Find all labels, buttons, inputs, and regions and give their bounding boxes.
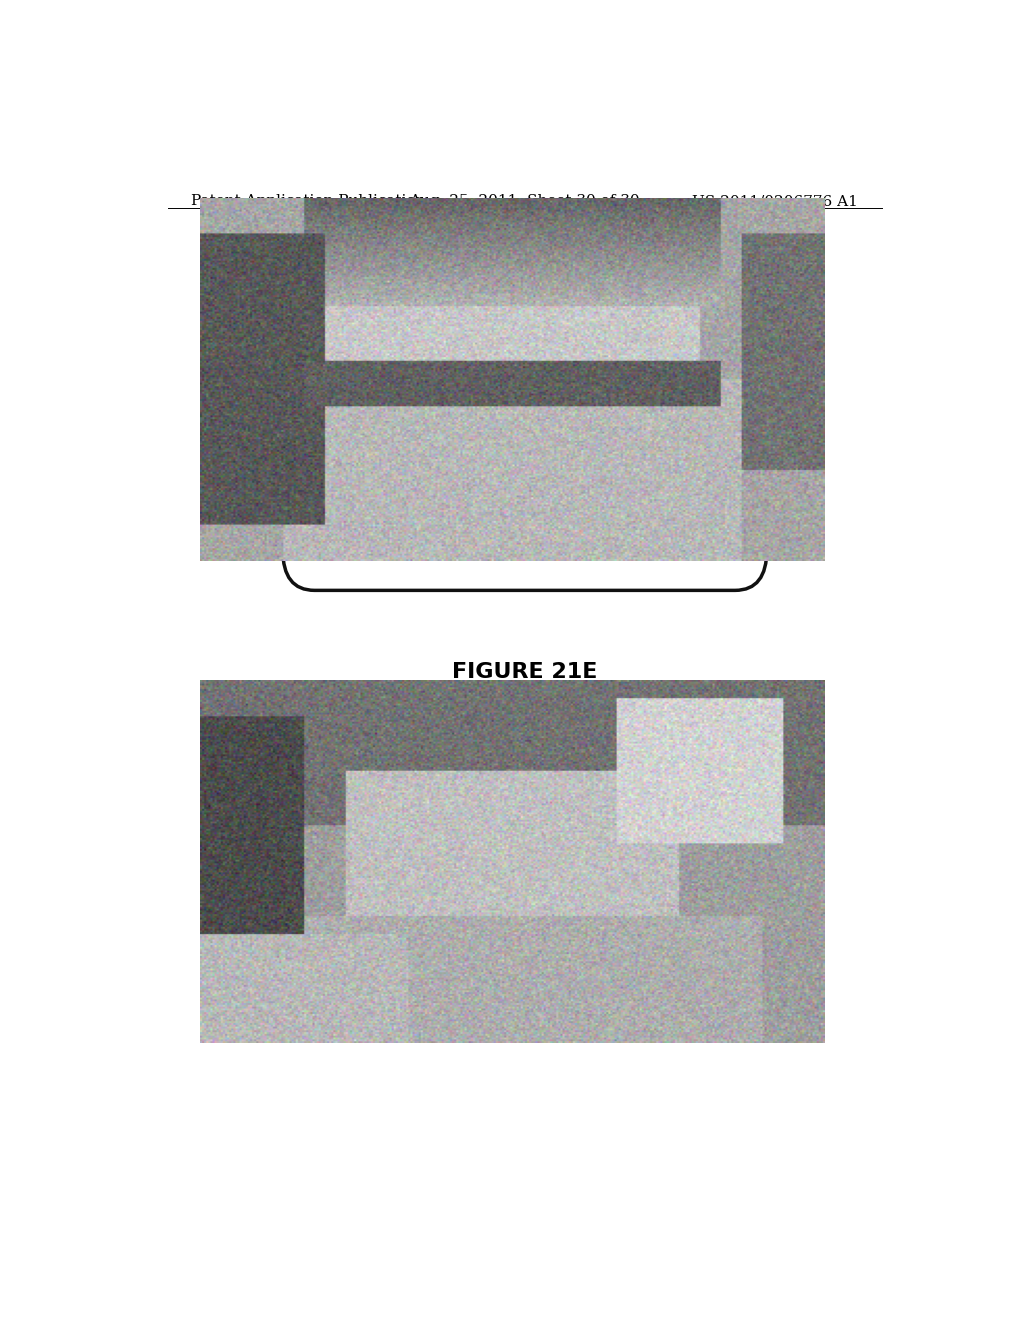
Text: FIGURE 21D: FIGURE 21D	[451, 296, 599, 315]
Text: US 2011/0206776 A1: US 2011/0206776 A1	[692, 194, 858, 209]
Text: FIGURE 21E: FIGURE 21E	[453, 661, 597, 681]
Text: Aug. 25, 2011  Sheet 30 of 30: Aug. 25, 2011 Sheet 30 of 30	[410, 194, 640, 209]
Text: Patent Application Publication: Patent Application Publication	[191, 194, 426, 209]
